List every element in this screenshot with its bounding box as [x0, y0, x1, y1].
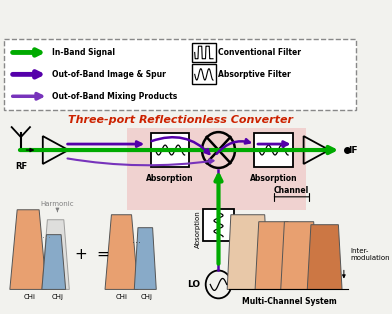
FancyBboxPatch shape [127, 128, 307, 210]
Text: CHi: CHi [116, 295, 127, 300]
Text: In-Band Signal: In-Band Signal [52, 48, 115, 57]
Text: Out-of-Band Image & Spur: Out-of-Band Image & Spur [52, 70, 166, 79]
FancyBboxPatch shape [192, 64, 216, 84]
Text: LO: LO [187, 280, 200, 289]
Text: Conventional Filter: Conventional Filter [218, 48, 301, 57]
Polygon shape [227, 215, 269, 290]
Polygon shape [10, 210, 46, 290]
Text: Harmonic: Harmonic [41, 201, 74, 207]
Polygon shape [255, 222, 292, 290]
FancyBboxPatch shape [4, 39, 356, 110]
Polygon shape [105, 215, 138, 290]
Text: ···: ··· [42, 233, 51, 243]
Polygon shape [134, 228, 156, 290]
Text: Out-of-Band Mixing Products: Out-of-Band Mixing Products [52, 92, 177, 101]
Text: Inter-
modulation: Inter- modulation [350, 248, 390, 261]
FancyBboxPatch shape [203, 209, 234, 241]
Text: CHi: CHi [24, 295, 36, 300]
Polygon shape [307, 225, 342, 290]
FancyBboxPatch shape [151, 133, 189, 167]
Polygon shape [42, 235, 66, 290]
Text: Multi-Channel System: Multi-Channel System [241, 297, 336, 306]
Text: =: = [97, 247, 110, 262]
FancyBboxPatch shape [192, 42, 216, 62]
Text: IF: IF [348, 145, 358, 154]
Text: RF: RF [15, 162, 27, 171]
Text: Absorptive Filter: Absorptive Filter [218, 70, 290, 79]
Text: Absorption: Absorption [195, 210, 201, 247]
Text: Three-port Reflectionless Converter: Three-port Reflectionless Converter [67, 115, 292, 125]
Text: Channel: Channel [274, 186, 309, 195]
Text: ···: ··· [132, 238, 141, 248]
Text: Absorption: Absorption [146, 174, 194, 183]
Text: +: + [74, 247, 87, 262]
Text: Absorption: Absorption [250, 174, 297, 183]
Text: CHj: CHj [51, 295, 64, 300]
FancyBboxPatch shape [254, 133, 292, 167]
Text: CHj: CHj [141, 295, 153, 300]
Polygon shape [42, 220, 69, 290]
Polygon shape [281, 222, 318, 290]
